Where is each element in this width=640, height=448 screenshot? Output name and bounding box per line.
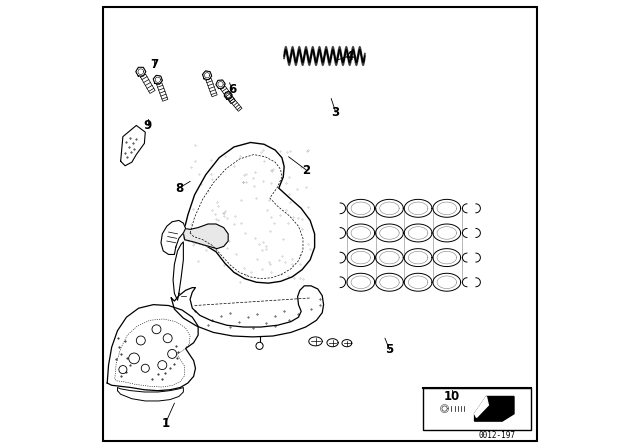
- Polygon shape: [173, 242, 184, 300]
- Polygon shape: [108, 305, 198, 391]
- Text: 3: 3: [332, 105, 340, 119]
- Circle shape: [129, 353, 140, 364]
- Polygon shape: [121, 125, 145, 166]
- Polygon shape: [153, 75, 163, 84]
- Polygon shape: [206, 78, 217, 97]
- Text: 5: 5: [385, 343, 394, 356]
- Polygon shape: [327, 339, 338, 347]
- Circle shape: [168, 349, 177, 358]
- Polygon shape: [221, 86, 236, 103]
- Polygon shape: [184, 142, 315, 283]
- Polygon shape: [475, 396, 514, 421]
- Circle shape: [136, 336, 145, 345]
- Circle shape: [163, 334, 172, 343]
- Circle shape: [119, 366, 127, 374]
- Text: 10: 10: [444, 390, 460, 403]
- Text: 6: 6: [228, 83, 237, 96]
- Circle shape: [256, 342, 263, 349]
- Text: 0012-197: 0012-197: [479, 431, 515, 440]
- Polygon shape: [449, 406, 467, 411]
- Circle shape: [158, 361, 167, 370]
- Polygon shape: [284, 47, 365, 65]
- Text: 4: 4: [345, 49, 353, 63]
- Polygon shape: [475, 396, 488, 418]
- Text: 1: 1: [161, 417, 170, 430]
- Polygon shape: [184, 224, 228, 249]
- Polygon shape: [157, 83, 168, 101]
- Text: 2: 2: [303, 164, 310, 177]
- Polygon shape: [342, 340, 352, 347]
- Polygon shape: [224, 91, 232, 99]
- Circle shape: [141, 364, 149, 372]
- Circle shape: [152, 325, 161, 334]
- Polygon shape: [440, 405, 449, 413]
- Polygon shape: [141, 74, 155, 94]
- Polygon shape: [161, 220, 186, 254]
- Text: 8: 8: [175, 181, 183, 195]
- Polygon shape: [228, 97, 242, 111]
- Polygon shape: [309, 337, 323, 346]
- Bar: [423, 388, 531, 430]
- Polygon shape: [172, 286, 324, 337]
- Text: 9: 9: [143, 119, 152, 132]
- Polygon shape: [216, 80, 225, 89]
- Polygon shape: [136, 67, 146, 76]
- Polygon shape: [202, 71, 212, 80]
- Polygon shape: [118, 388, 184, 401]
- Text: 7: 7: [150, 58, 158, 72]
